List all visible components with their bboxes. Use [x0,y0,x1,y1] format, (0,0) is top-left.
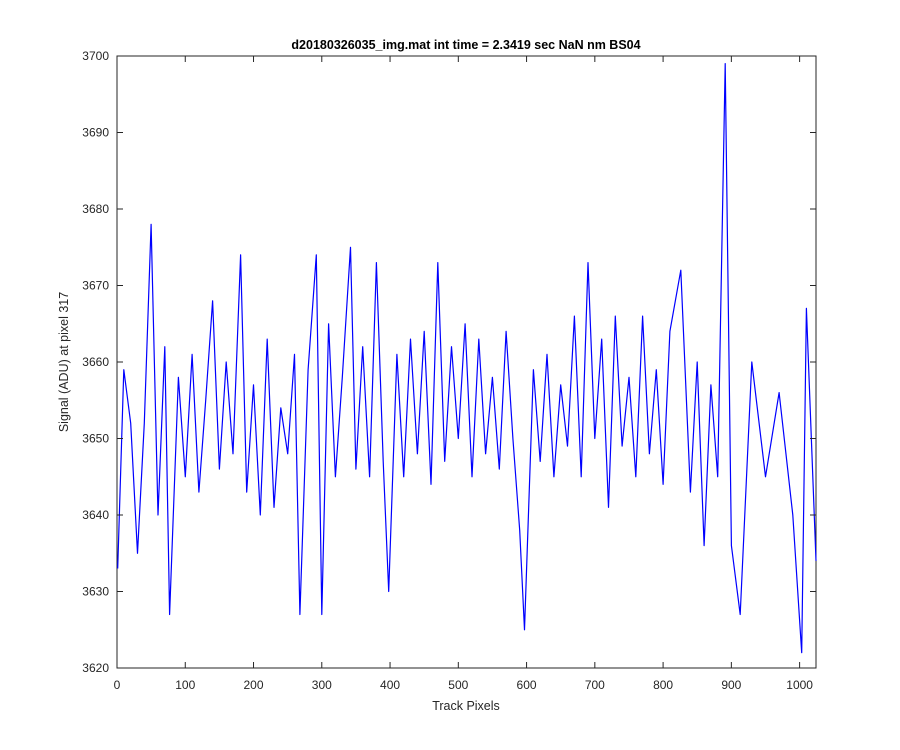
x-tick-label: 100 [175,678,195,692]
y-axis-label: Signal (ADU) at pixel 317 [57,292,71,432]
y-tick-label: 3650 [82,432,109,446]
y-tick-label: 3660 [82,355,109,369]
y-tick-label: 3640 [82,508,109,522]
y-tick-label: 3670 [82,279,109,293]
y-tick-label: 3630 [82,585,109,599]
x-tick-label: 700 [585,678,605,692]
ticks-layer: 0 100 200 300 400 500 600 700 800 900 1000 3620 3630… [82,49,816,692]
x-tick-label: 500 [448,678,468,692]
x-tick-label: 900 [721,678,741,692]
x-tick-label: 1000 [786,678,813,692]
x-tick-label: 400 [380,678,400,692]
x-tick-label: 0 [114,678,121,692]
chart-title: d20180326035_img.mat int time = 2.3419 s… [291,38,640,52]
x-axis-label: Track Pixels [432,699,500,713]
y-tick-label: 3620 [82,661,109,675]
x-tick-label: 600 [517,678,537,692]
data-layer [117,62,817,654]
series-line [117,62,817,654]
y-tick-label: 3680 [82,202,109,216]
x-tick-label: 300 [312,678,332,692]
x-tick-label: 200 [244,678,264,692]
y-tick-label: 3700 [82,49,109,63]
x-tick-label: 800 [653,678,673,692]
y-tick-label: 3690 [82,126,109,140]
